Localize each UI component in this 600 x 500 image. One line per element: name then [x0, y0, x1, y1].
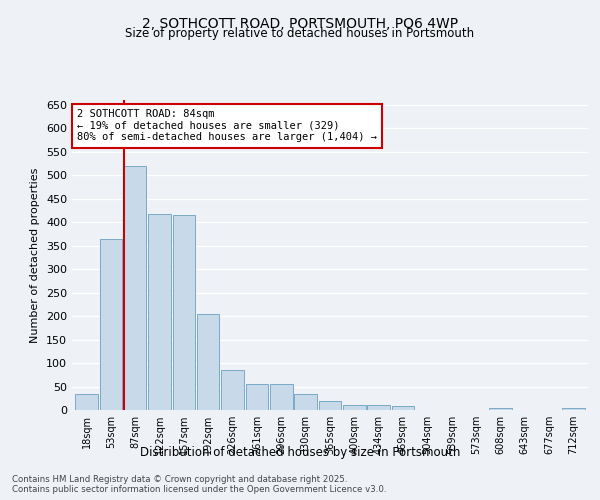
Bar: [367, 406, 390, 410]
Bar: [221, 370, 244, 410]
Bar: [197, 314, 220, 410]
Bar: [489, 408, 512, 410]
Bar: [100, 238, 122, 410]
Bar: [148, 214, 171, 410]
Bar: [343, 406, 365, 410]
Bar: [392, 406, 414, 410]
Bar: [319, 400, 341, 410]
Bar: [270, 384, 293, 410]
Y-axis label: Number of detached properties: Number of detached properties: [31, 168, 40, 342]
Text: 2, SOTHCOTT ROAD, PORTSMOUTH, PO6 4WP: 2, SOTHCOTT ROAD, PORTSMOUTH, PO6 4WP: [142, 18, 458, 32]
Bar: [295, 394, 317, 410]
Bar: [246, 384, 268, 410]
Bar: [562, 408, 584, 410]
Bar: [124, 166, 146, 410]
Text: Size of property relative to detached houses in Portsmouth: Size of property relative to detached ho…: [125, 28, 475, 40]
Bar: [173, 215, 195, 410]
Bar: [76, 394, 98, 410]
Text: 2 SOTHCOTT ROAD: 84sqm
← 19% of detached houses are smaller (329)
80% of semi-de: 2 SOTHCOTT ROAD: 84sqm ← 19% of detached…: [77, 110, 377, 142]
Text: Contains HM Land Registry data © Crown copyright and database right 2025.: Contains HM Land Registry data © Crown c…: [12, 475, 347, 484]
Text: Distribution of detached houses by size in Portsmouth: Distribution of detached houses by size …: [140, 446, 460, 459]
Text: Contains public sector information licensed under the Open Government Licence v3: Contains public sector information licen…: [12, 485, 386, 494]
